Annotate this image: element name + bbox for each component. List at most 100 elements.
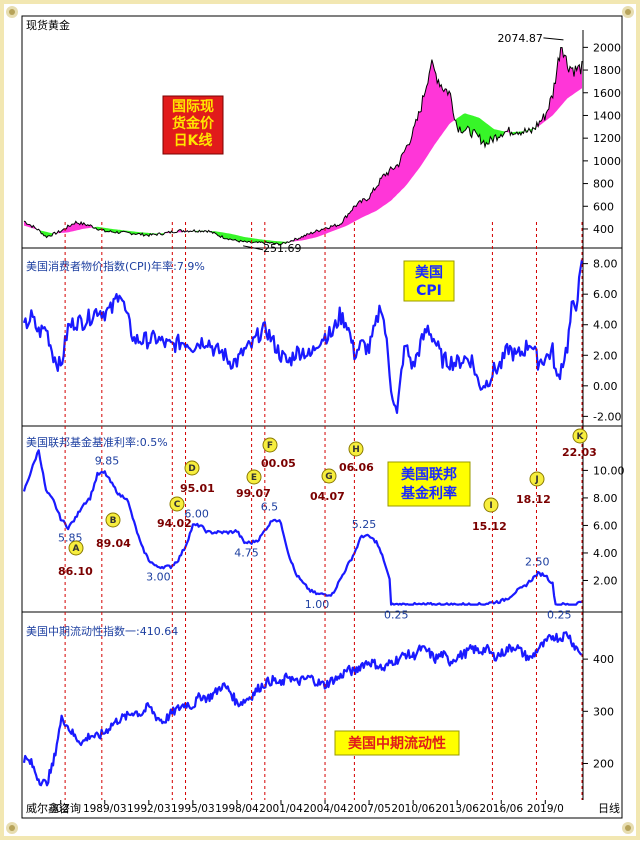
- series-line: [24, 260, 582, 413]
- panel-title: 美国联邦基金基准利率:0.5%: [26, 435, 168, 449]
- marker-letter: B: [110, 516, 117, 526]
- rate-annotation: 0.25: [384, 609, 409, 622]
- rate-annotation: 3.00: [146, 571, 171, 584]
- price-annotation: 2074.87: [497, 32, 543, 45]
- x-tick-label: 1998/04: [215, 803, 259, 815]
- y-tick-label: 1600: [593, 87, 621, 100]
- legend-box-line: 日K线: [174, 132, 213, 149]
- event-marker-k: K: [573, 429, 587, 443]
- event-date: 22.03: [562, 446, 597, 459]
- chart-panel-2: 美国消费者物价指数(CPI)年率:7.9% -2.00 0.00 2.00 4.00 6.…: [24, 258, 621, 424]
- event-date: 15.12: [472, 520, 507, 533]
- x-tick-label: 1995/03: [171, 803, 215, 815]
- legend-box-liquidity: 美国中期流动性: [335, 731, 459, 755]
- chart-panel-3: 美国联邦基金基准利率:0.5%2.004.006.008.0010.009.85…: [24, 435, 625, 622]
- y-tick-label: -2.00: [593, 410, 621, 423]
- frame-corner-icon: [6, 6, 18, 18]
- header-title: 现货黄金: [26, 18, 70, 32]
- chart-border: [22, 16, 622, 818]
- x-tick-label: 1989/03: [83, 803, 127, 815]
- x-tick-label: 2001/04: [259, 803, 303, 815]
- event-date: 00.05: [261, 457, 296, 470]
- y-tick-label: 200: [593, 757, 614, 770]
- event-date: 99.07: [236, 487, 271, 500]
- x-tick-label: 2007/05: [347, 803, 391, 815]
- rate-annotation: 0.25: [547, 609, 572, 622]
- y-tick-label: 1000: [593, 155, 621, 168]
- annotation-pointer: [543, 38, 563, 40]
- above-average-fill: [291, 60, 456, 242]
- frame-corner-icon: [6, 822, 18, 834]
- x-tick-label: 1992/03: [127, 803, 171, 815]
- y-tick-label: 8.00: [593, 258, 618, 271]
- event-marker-e: E: [247, 470, 261, 484]
- event-marker-i: I: [484, 498, 498, 512]
- marker-letter: K: [577, 432, 585, 442]
- marker-letter: J: [534, 475, 538, 485]
- event-date: 04.07: [310, 490, 345, 503]
- event-date: 89.04: [96, 537, 131, 550]
- y-tick-label: 2.00: [593, 574, 618, 587]
- marker-letter: A: [73, 544, 80, 554]
- legend-box-line: CPI: [416, 283, 442, 299]
- event-marker-f: F: [263, 438, 277, 452]
- y-tick-label: 10.00: [593, 464, 625, 477]
- event-date: 86.10: [58, 565, 93, 578]
- x-tick-label: 2016/06: [479, 803, 523, 815]
- event-marker-b: B: [106, 513, 120, 527]
- x-tick-label: 2019/0: [527, 803, 564, 815]
- rate-annotation: 1.00: [305, 598, 330, 611]
- y-tick-label: 600: [593, 200, 614, 213]
- price-series-line: [24, 48, 582, 246]
- rate-annotation: 5.25: [352, 518, 377, 531]
- y-tick-label: 8.00: [593, 492, 618, 505]
- x-tick-label: 2013/06: [435, 803, 479, 815]
- y-tick-label: 4.00: [593, 547, 618, 560]
- y-tick-label: 1400: [593, 109, 621, 122]
- legend-box-line: 国际现: [172, 99, 214, 115]
- y-tick-label: 0.00: [593, 380, 618, 393]
- marker-letter: D: [188, 464, 195, 474]
- price-annotation: 251.69: [263, 242, 302, 255]
- marker-letter: G: [325, 472, 332, 482]
- event-date: 95.01: [180, 482, 215, 495]
- event-marker-d: D: [185, 461, 199, 475]
- marker-letter: C: [174, 500, 181, 510]
- rate-annotation: 2.50: [525, 556, 550, 569]
- event-date: 06.06: [339, 461, 374, 474]
- rate-annotation: 9.85: [95, 454, 120, 467]
- event-marker-j: J: [530, 472, 544, 486]
- legend-box-line: 美国联邦: [401, 466, 457, 483]
- y-tick-label: 1200: [593, 132, 621, 145]
- y-tick-label: 6.00: [593, 288, 618, 301]
- event-date: 94.02: [157, 517, 192, 530]
- legend-box-line: 基金利率: [401, 485, 457, 502]
- footer-interval: 日线: [598, 801, 620, 815]
- series-line: [24, 632, 582, 785]
- x-tick-label: 2004/04: [303, 803, 347, 815]
- legend-box-line: 美国中期流动性: [348, 735, 446, 752]
- rate-annotation: 4.75: [234, 547, 259, 560]
- y-tick-label: 4.00: [593, 319, 618, 332]
- event-marker-c: C: [170, 497, 184, 511]
- marker-letter: E: [251, 473, 257, 483]
- event-marker-h: H: [349, 442, 363, 456]
- frame-corner-icon: [622, 6, 634, 18]
- chart-panel-1: 4006008001000120014001600180020002074.87…: [24, 32, 621, 255]
- y-tick-label: 2.00: [593, 349, 618, 362]
- y-tick-label: 2000: [593, 41, 621, 54]
- marker-letter: H: [352, 445, 360, 455]
- y-tick-label: 1800: [593, 64, 621, 77]
- marker-letter: F: [267, 441, 273, 451]
- y-tick-label: 300: [593, 705, 614, 718]
- panel-title: 美国消费者物价指数(CPI)年率:7.9%: [26, 259, 205, 273]
- frame-corner-icon: [622, 822, 634, 834]
- marker-letter: I: [489, 501, 492, 511]
- legend-box-line: 货金价: [171, 115, 215, 132]
- y-tick-label: 800: [593, 178, 614, 191]
